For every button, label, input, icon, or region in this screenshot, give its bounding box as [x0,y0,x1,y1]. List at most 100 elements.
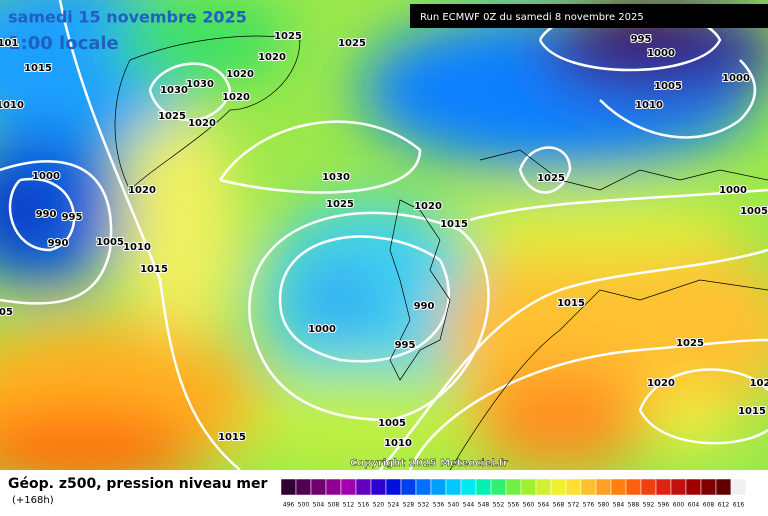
scale-label: 556 [508,502,520,509]
scale-swatch [550,478,567,496]
isobar-label: 1020 [128,185,156,196]
scale-swatch [280,478,297,496]
isobar-label: 1025 [158,111,186,122]
isobar-label: 101 [0,38,18,49]
isobar-label: 1020 [647,378,675,389]
valid-date: samedi 15 novembre 2025 [8,8,247,27]
isobar-label: 1015 [738,406,766,417]
scale-label: 596 [658,502,670,509]
isobar-label: 990 [36,209,57,220]
isobar-label: 990 [48,238,69,249]
scale-swatch [715,478,732,496]
isobar-label: 1025 [676,338,704,349]
isobar-label: 995 [395,340,416,351]
isobar-label: 1000 [308,324,336,335]
scale-swatch [700,478,717,496]
scale-label: 612 [718,502,730,509]
copyright: Copyright 2025 Meteociel.fr [350,458,508,469]
isobar-label: 1025 [537,173,565,184]
scale-label: 560 [523,502,535,509]
scale-swatch [400,478,417,496]
scale-label: 568 [553,502,565,509]
scale-swatch [520,478,537,496]
isobar-label: 1015 [140,264,168,275]
scale-swatch [430,478,447,496]
scale-swatch [355,478,372,496]
scale-label: 608 [703,502,715,509]
isobar-label: 1025 [274,31,302,42]
scale-label: 512 [343,502,355,509]
scale-swatch [385,478,402,496]
scale-label: 500 [298,502,310,509]
scale-label: 588 [628,502,640,509]
scale-label: 532 [418,502,430,509]
scale-label: 552 [493,502,505,509]
run-text: Run ECMWF 0Z du samedi 8 novembre 2025 [420,12,644,23]
isobars [0,0,768,470]
footer-title: Géop. z500, pression niveau mer [8,476,267,492]
isobar-label: 1010 [123,242,151,253]
isobar-label: 1020 [414,201,442,212]
isobar-label: 1015 [440,219,468,230]
isobar-label: 05 [0,307,13,318]
scale-label: 584 [613,502,625,509]
isobar-label: 1030 [160,85,188,96]
scale-swatch [325,478,342,496]
coastlines [114,35,768,470]
scale-label: 592 [643,502,655,509]
isobar-label: 1000 [647,48,675,59]
scale-label: 544 [463,502,475,509]
scale-label: 536 [433,502,445,509]
isobar-label: 990 [414,301,435,312]
scale-swatch [670,478,687,496]
isobar-label: 1020 [222,92,250,103]
scale-swatch [610,478,627,496]
field [0,0,768,470]
isobar-label: 102 [750,378,768,389]
isobar-label: 1005 [378,418,406,429]
scale-label: 528 [403,502,415,509]
isobar-label: 995 [631,34,652,45]
isobar-label: 1000 [32,171,60,182]
scale-label: 600 [673,502,685,509]
isobar-label: 1015 [24,63,52,74]
scale-label: 516 [358,502,370,509]
scale-label: 520 [373,502,385,509]
scale-swatch [475,478,492,496]
scale-swatch [490,478,507,496]
scale-label: 508 [328,502,340,509]
isobar-label: 1020 [188,118,216,129]
isobar-label: 1025 [326,199,354,210]
isobar-label: 1015 [557,298,585,309]
isobar-label: 1030 [186,79,214,90]
isobar-label: 1000 [722,73,750,84]
scale-label: 524 [388,502,400,509]
isobar-label: 1000 [719,185,747,196]
scale-label: 540 [448,502,460,509]
scale-swatch [340,478,357,496]
lead-time: (+168h) [12,495,54,506]
run-box [410,4,768,28]
isobar-label: 1005 [96,237,124,248]
scale-swatch [655,478,672,496]
scale-swatch [295,478,312,496]
scale-swatch [460,478,477,496]
scale-label: 548 [478,502,490,509]
scale-label: 572 [568,502,580,509]
scale-swatch [580,478,597,496]
scale-swatch [730,478,747,496]
isobar-label: 1025 [338,38,366,49]
scale-swatch [625,478,642,496]
isobar-label: 1020 [226,69,254,80]
local-time: 1:00 locale [8,33,119,54]
scale-label: 576 [583,502,595,509]
scale-swatch [565,478,582,496]
scale-swatch [685,478,702,496]
isobar-label: 995 [62,212,83,223]
isobar-label: 1005 [740,206,768,217]
scale-label: 604 [688,502,700,509]
scale-swatch [310,478,327,496]
scale-swatch [445,478,462,496]
scale-label: 504 [313,502,325,509]
